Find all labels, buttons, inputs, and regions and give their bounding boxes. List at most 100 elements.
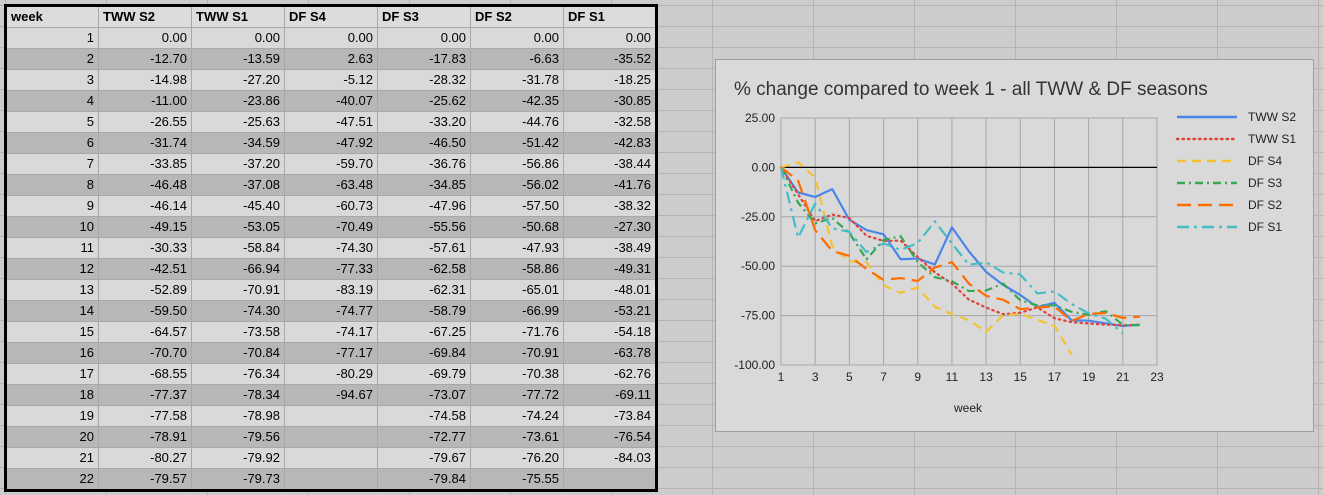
table-cell[interactable]: -55.56 (377, 216, 471, 238)
table-cell[interactable]: 0.00 (191, 27, 285, 49)
table-cell[interactable]: -72.77 (377, 426, 471, 448)
table-cell[interactable]: -6.63 (470, 48, 564, 70)
column-header[interactable]: week (5, 5, 99, 28)
table-cell[interactable]: -49.15 (98, 216, 192, 238)
table-cell[interactable]: -52.89 (98, 279, 192, 301)
table-cell[interactable]: 15 (5, 321, 99, 343)
table-cell[interactable]: -62.31 (377, 279, 471, 301)
table-cell[interactable]: -74.58 (377, 405, 471, 427)
table-cell[interactable]: -56.86 (470, 153, 564, 175)
table-cell[interactable] (284, 405, 378, 427)
table-cell[interactable]: -84.03 (563, 447, 657, 469)
table-cell[interactable]: -77.72 (470, 384, 564, 406)
table-cell[interactable] (563, 468, 657, 491)
table-cell[interactable]: -94.67 (284, 384, 378, 406)
table-cell[interactable]: -47.96 (377, 195, 471, 217)
table-cell[interactable] (284, 447, 378, 469)
table-cell[interactable]: -58.79 (377, 300, 471, 322)
table-cell[interactable]: -80.29 (284, 363, 378, 385)
table-cell[interactable]: -70.70 (98, 342, 192, 364)
table-cell[interactable]: -76.20 (470, 447, 564, 469)
table-cell[interactable]: -73.58 (191, 321, 285, 343)
table-cell[interactable]: 3 (5, 69, 99, 91)
table-cell[interactable]: -57.61 (377, 237, 471, 259)
table-cell[interactable]: -79.92 (191, 447, 285, 469)
table-cell[interactable]: -46.48 (98, 174, 192, 196)
table-cell[interactable]: -79.73 (191, 468, 285, 491)
table-cell[interactable]: 19 (5, 405, 99, 427)
table-cell[interactable]: -76.54 (563, 426, 657, 448)
table-cell[interactable]: -83.19 (284, 279, 378, 301)
table-cell[interactable]: 6 (5, 132, 99, 154)
table-cell[interactable]: 16 (5, 342, 99, 364)
table-cell[interactable]: -31.74 (98, 132, 192, 154)
table-cell[interactable]: -77.33 (284, 258, 378, 280)
table-cell[interactable]: -14.98 (98, 69, 192, 91)
table-cell[interactable]: -73.84 (563, 405, 657, 427)
table-cell[interactable]: -33.85 (98, 153, 192, 175)
column-header[interactable]: DF S4 (284, 5, 378, 28)
table-cell[interactable]: 21 (5, 447, 99, 469)
table-cell[interactable]: -68.55 (98, 363, 192, 385)
table-cell[interactable]: -70.91 (470, 342, 564, 364)
table-cell[interactable]: -56.02 (470, 174, 564, 196)
table-cell[interactable]: -70.91 (191, 279, 285, 301)
table-cell[interactable]: -42.83 (563, 132, 657, 154)
table-cell[interactable]: -41.76 (563, 174, 657, 196)
table-cell[interactable]: -76.34 (191, 363, 285, 385)
table-cell[interactable]: -18.25 (563, 69, 657, 91)
table-cell[interactable]: -12.70 (98, 48, 192, 70)
table-cell[interactable]: 14 (5, 300, 99, 322)
table-cell[interactable]: -27.30 (563, 216, 657, 238)
table-cell[interactable]: -37.20 (191, 153, 285, 175)
table-cell[interactable]: -63.78 (563, 342, 657, 364)
table-cell[interactable]: 20 (5, 426, 99, 448)
table-cell[interactable]: -53.21 (563, 300, 657, 322)
table-cell[interactable]: -27.20 (191, 69, 285, 91)
table-cell[interactable]: 4 (5, 90, 99, 112)
table-cell[interactable]: -79.56 (191, 426, 285, 448)
table-cell[interactable]: -38.44 (563, 153, 657, 175)
line-chart[interactable]: % change compared to week 1 - all TWW & … (715, 59, 1314, 432)
table-cell[interactable]: -25.63 (191, 111, 285, 133)
table-cell[interactable]: -65.01 (470, 279, 564, 301)
table-cell[interactable]: -59.50 (98, 300, 192, 322)
table-cell[interactable]: -59.70 (284, 153, 378, 175)
table-cell[interactable]: -17.83 (377, 48, 471, 70)
table-cell[interactable]: -62.58 (377, 258, 471, 280)
table-cell[interactable]: 12 (5, 258, 99, 280)
table-cell[interactable]: 0.00 (563, 27, 657, 49)
column-header[interactable]: DF S2 (470, 5, 564, 28)
table-cell[interactable]: -49.31 (563, 258, 657, 280)
table-cell[interactable]: -70.49 (284, 216, 378, 238)
table-cell[interactable]: 22 (5, 468, 99, 491)
table-cell[interactable]: -69.79 (377, 363, 471, 385)
table-cell[interactable]: -50.68 (470, 216, 564, 238)
table-cell[interactable]: -74.77 (284, 300, 378, 322)
table-cell[interactable]: -63.48 (284, 174, 378, 196)
table-cell[interactable]: 18 (5, 384, 99, 406)
table-cell[interactable]: 11 (5, 237, 99, 259)
table-cell[interactable]: -58.84 (191, 237, 285, 259)
table-cell[interactable]: -69.84 (377, 342, 471, 364)
table-cell[interactable]: -79.84 (377, 468, 471, 491)
table-cell[interactable]: 2 (5, 48, 99, 70)
column-header[interactable]: DF S3 (377, 5, 471, 28)
table-cell[interactable]: -34.59 (191, 132, 285, 154)
table-cell[interactable] (284, 426, 378, 448)
table-cell[interactable]: -66.94 (191, 258, 285, 280)
table-cell[interactable]: -79.57 (98, 468, 192, 491)
table-cell[interactable]: -44.76 (470, 111, 564, 133)
table-cell[interactable]: -48.01 (563, 279, 657, 301)
table-cell[interactable]: -77.58 (98, 405, 192, 427)
table-cell[interactable]: -73.61 (470, 426, 564, 448)
table-cell[interactable]: -78.34 (191, 384, 285, 406)
table-cell[interactable]: 0.00 (284, 27, 378, 49)
table-cell[interactable]: 8 (5, 174, 99, 196)
table-cell[interactable]: 0.00 (98, 27, 192, 49)
table-cell[interactable]: -11.00 (98, 90, 192, 112)
table-cell[interactable]: -33.20 (377, 111, 471, 133)
table-cell[interactable]: -60.73 (284, 195, 378, 217)
table-cell[interactable]: 13 (5, 279, 99, 301)
table-cell[interactable]: -77.37 (98, 384, 192, 406)
